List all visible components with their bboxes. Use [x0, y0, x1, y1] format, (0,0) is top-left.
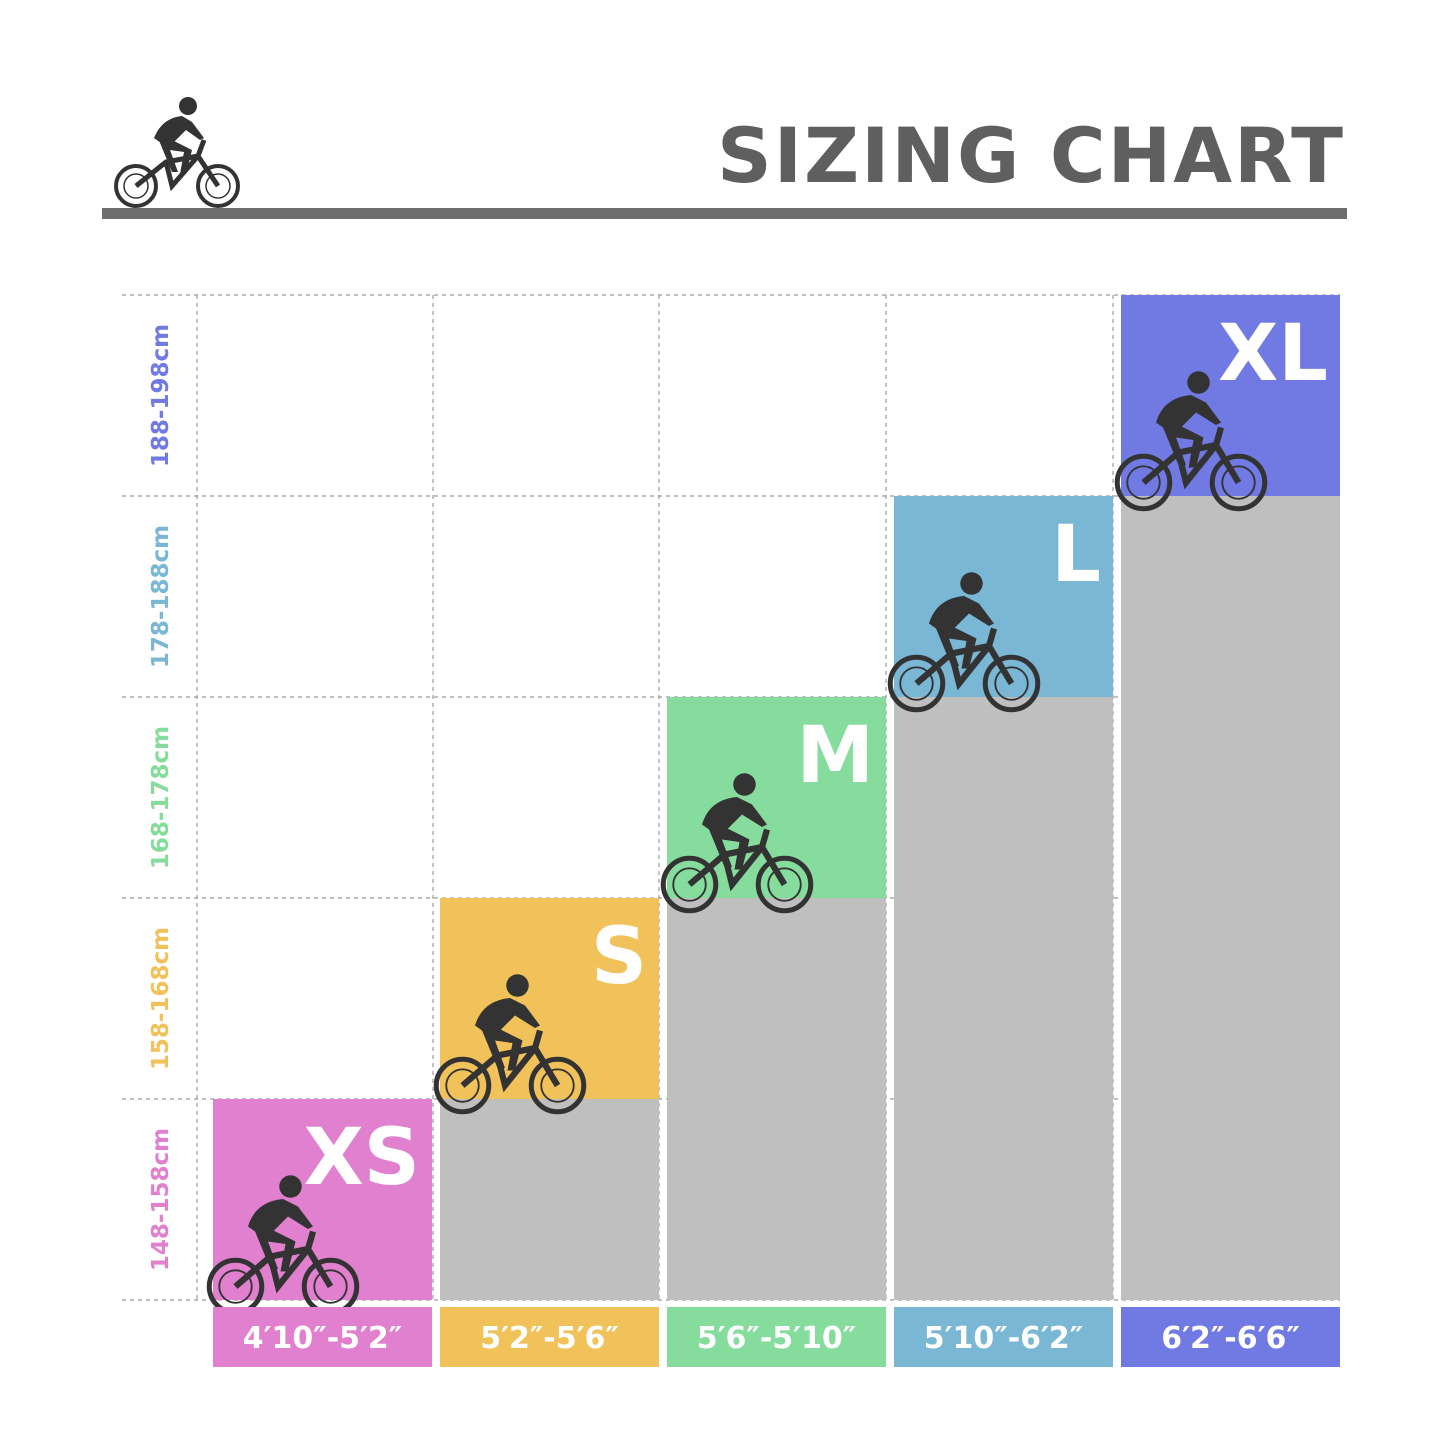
size-label: S [591, 912, 647, 1002]
height-range-badge [894, 1307, 1113, 1367]
height-range-badge [440, 1307, 659, 1367]
bar-body [1121, 496, 1340, 1300]
height-range-label: 4′10″-5′2″ [243, 1321, 402, 1356]
bar-body [894, 697, 1113, 1300]
height-range-label: 5′2″-5′6″ [480, 1321, 619, 1356]
title-underline [102, 208, 1347, 219]
height-range-badge [213, 1307, 432, 1367]
cm-band-label: 168-178cm [148, 726, 174, 869]
page-title: SIZING CHART [717, 111, 1345, 200]
size-label: M [796, 711, 874, 801]
size-label: L [1051, 510, 1101, 600]
size-label: XS [304, 1113, 420, 1203]
bar-body [667, 898, 886, 1300]
height-range-label: 5′10″-6′2″ [924, 1321, 1083, 1356]
height-range-badge [667, 1307, 886, 1367]
cm-band-label: 148-158cm [148, 1128, 174, 1271]
height-range-label: 6′2″-6′6″ [1161, 1321, 1300, 1356]
cm-band-label: 158-168cm [148, 927, 174, 1070]
size-label: XL [1218, 309, 1328, 399]
height-range-label: 5′6″-5′10″ [697, 1321, 856, 1356]
height-range-badge [1121, 1307, 1340, 1367]
bar-body [440, 1099, 659, 1300]
cm-band-label: 178-188cm [148, 525, 174, 668]
cyclist-icon [114, 97, 240, 208]
cm-band-label: 188-198cm [148, 324, 174, 467]
